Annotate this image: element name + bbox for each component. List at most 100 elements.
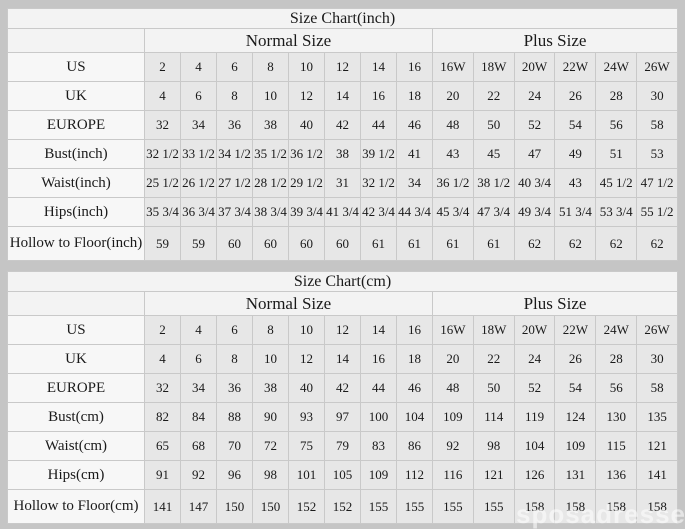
size-value-cell: 92 bbox=[180, 460, 217, 490]
size-value-cell: 16 bbox=[396, 315, 433, 345]
size-value-cell: 47 3/4 bbox=[472, 197, 515, 227]
size-value-cell: 96 bbox=[216, 460, 253, 490]
size-value-cell: 121 bbox=[636, 431, 678, 461]
size-value-cell: 25 1/2 bbox=[144, 168, 181, 198]
size-value-cell: 8 bbox=[216, 81, 253, 111]
size-value-cell: 90 bbox=[252, 402, 289, 432]
size-value-cell: 18W bbox=[472, 315, 515, 345]
size-value-cell: 104 bbox=[513, 431, 556, 461]
size-value-cell: 54 bbox=[554, 110, 597, 140]
size-value-cell: 62 bbox=[513, 226, 556, 261]
size-value-cell: 35 1/2 bbox=[252, 139, 289, 169]
size-value-cell: 14 bbox=[360, 315, 397, 345]
size-value-cell: 34 1/2 bbox=[216, 139, 253, 169]
size-value-cell: 42 bbox=[324, 110, 361, 140]
size-value-cell: 2 bbox=[144, 315, 181, 345]
size-value-cell: 150 bbox=[252, 489, 289, 524]
size-value-cell: 16W bbox=[432, 315, 474, 345]
size-value-cell: 158 bbox=[636, 489, 678, 524]
table-title: Size Chart(inch) bbox=[7, 8, 678, 29]
size-value-cell: 12 bbox=[288, 81, 325, 111]
size-value-cell: 38 bbox=[252, 373, 289, 403]
size-value-cell: 29 1/2 bbox=[288, 168, 325, 198]
size-value-cell: 32 bbox=[144, 110, 181, 140]
size-value-cell: 4 bbox=[180, 315, 217, 345]
size-value-cell: 97 bbox=[324, 402, 361, 432]
size-value-cell: 54 bbox=[554, 373, 597, 403]
size-value-cell: 152 bbox=[324, 489, 361, 524]
size-value-cell: 12 bbox=[324, 52, 361, 82]
size-value-cell: 6 bbox=[180, 344, 217, 374]
size-value-cell: 40 3/4 bbox=[513, 168, 556, 198]
size-value-cell: 135 bbox=[636, 402, 678, 432]
size-value-cell: 28 bbox=[595, 344, 638, 374]
size-value-cell: 155 bbox=[360, 489, 397, 524]
size-value-cell: 22W bbox=[554, 52, 597, 82]
size-value-cell: 27 1/2 bbox=[216, 168, 253, 198]
row-label: Waist(inch) bbox=[7, 168, 145, 198]
size-value-cell: 109 bbox=[360, 460, 397, 490]
size-value-cell: 91 bbox=[144, 460, 181, 490]
size-value-cell: 16 bbox=[360, 81, 397, 111]
size-value-cell: 39 3/4 bbox=[288, 197, 325, 227]
size-value-cell: 12 bbox=[288, 344, 325, 374]
size-value-cell: 10 bbox=[288, 52, 325, 82]
size-value-cell: 32 1/2 bbox=[144, 139, 181, 169]
table-row: US 2 4 6 8 10 12 14 16 16W 18W 20W 22W 24W 26W bbox=[7, 315, 678, 345]
size-value-cell: 22 bbox=[472, 81, 515, 111]
size-value-cell: 72 bbox=[252, 431, 289, 461]
size-value-cell: 8 bbox=[252, 315, 289, 345]
size-value-cell: 150 bbox=[216, 489, 253, 524]
size-value-cell: 84 bbox=[180, 402, 217, 432]
size-value-cell: 38 1/2 bbox=[472, 168, 515, 198]
size-value-cell: 38 bbox=[252, 110, 289, 140]
size-value-cell: 37 3/4 bbox=[216, 197, 253, 227]
size-value-cell: 82 bbox=[144, 402, 181, 432]
row-label: Hips(cm) bbox=[7, 460, 145, 490]
size-value-cell: 34 bbox=[180, 110, 217, 140]
size-value-cell: 60 bbox=[216, 226, 253, 261]
size-value-cell: 131 bbox=[554, 460, 597, 490]
size-value-cell: 34 bbox=[180, 373, 217, 403]
row-label: Hips(inch) bbox=[7, 197, 145, 227]
size-value-cell: 24 bbox=[513, 344, 556, 374]
size-value-cell: 36 1/2 bbox=[432, 168, 474, 198]
size-value-cell: 26 bbox=[554, 81, 597, 111]
size-value-cell: 32 1/2 bbox=[360, 168, 397, 198]
size-value-cell: 42 bbox=[324, 373, 361, 403]
table-row: EUROPE 32 34 36 38 40 42 44 46 48 50 52 54 56 58 bbox=[7, 373, 678, 403]
size-value-cell: 56 bbox=[595, 373, 638, 403]
size-value-cell: 59 bbox=[180, 226, 217, 261]
size-value-cell: 158 bbox=[513, 489, 556, 524]
size-value-cell: 51 bbox=[595, 139, 638, 169]
row-label: Bust(cm) bbox=[7, 402, 145, 432]
size-value-cell: 45 3/4 bbox=[432, 197, 474, 227]
size-value-cell: 56 bbox=[595, 110, 638, 140]
size-value-cell: 8 bbox=[216, 344, 253, 374]
size-value-cell: 158 bbox=[595, 489, 638, 524]
size-value-cell: 41 3/4 bbox=[324, 197, 361, 227]
table-title: Size Chart(cm) bbox=[7, 271, 678, 292]
size-value-cell: 10 bbox=[252, 344, 289, 374]
size-value-cell: 16 bbox=[396, 52, 433, 82]
size-value-cell: 18 bbox=[396, 81, 433, 111]
size-value-cell: 130 bbox=[595, 402, 638, 432]
size-value-cell: 43 bbox=[432, 139, 474, 169]
size-value-cell: 61 bbox=[396, 226, 433, 261]
size-value-cell: 40 bbox=[288, 110, 325, 140]
size-value-cell: 47 bbox=[513, 139, 556, 169]
size-value-cell: 35 3/4 bbox=[144, 197, 181, 227]
size-value-cell: 101 bbox=[288, 460, 325, 490]
size-value-cell: 39 1/2 bbox=[360, 139, 397, 169]
column-group-header: Plus Size bbox=[432, 291, 678, 316]
size-value-cell: 70 bbox=[216, 431, 253, 461]
size-value-cell: 20W bbox=[513, 315, 556, 345]
size-value-cell: 10 bbox=[288, 315, 325, 345]
size-value-cell: 20W bbox=[513, 52, 556, 82]
size-value-cell: 58 bbox=[636, 110, 678, 140]
size-value-cell: 8 bbox=[252, 52, 289, 82]
size-value-cell: 30 bbox=[636, 81, 678, 111]
row-label: Waist(cm) bbox=[7, 431, 145, 461]
size-value-cell: 36 3/4 bbox=[180, 197, 217, 227]
